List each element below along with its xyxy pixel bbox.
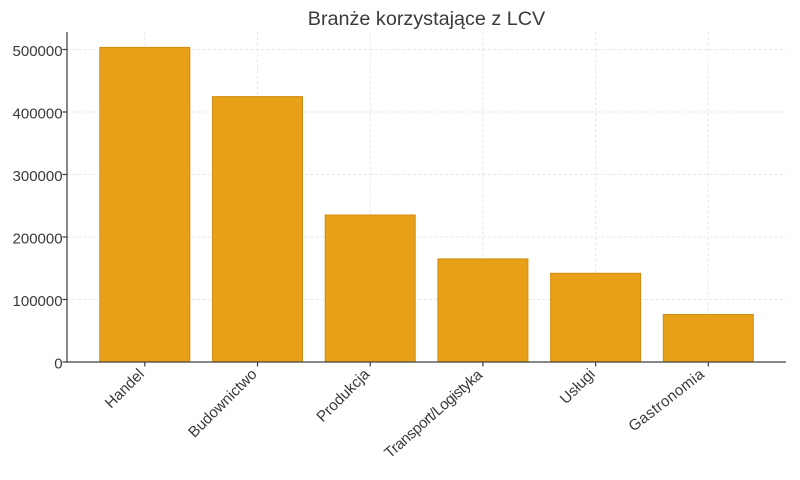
svg-text:100000: 100000 (13, 293, 63, 310)
svg-text:200000: 200000 (13, 230, 63, 247)
svg-text:300000: 300000 (13, 168, 63, 185)
svg-text:500000: 500000 (13, 43, 63, 60)
svg-text:0: 0 (54, 355, 62, 372)
svg-text:400000: 400000 (13, 105, 63, 122)
svg-text:Branże korzystające z LCV: Branże korzystające z LCV (308, 8, 546, 30)
